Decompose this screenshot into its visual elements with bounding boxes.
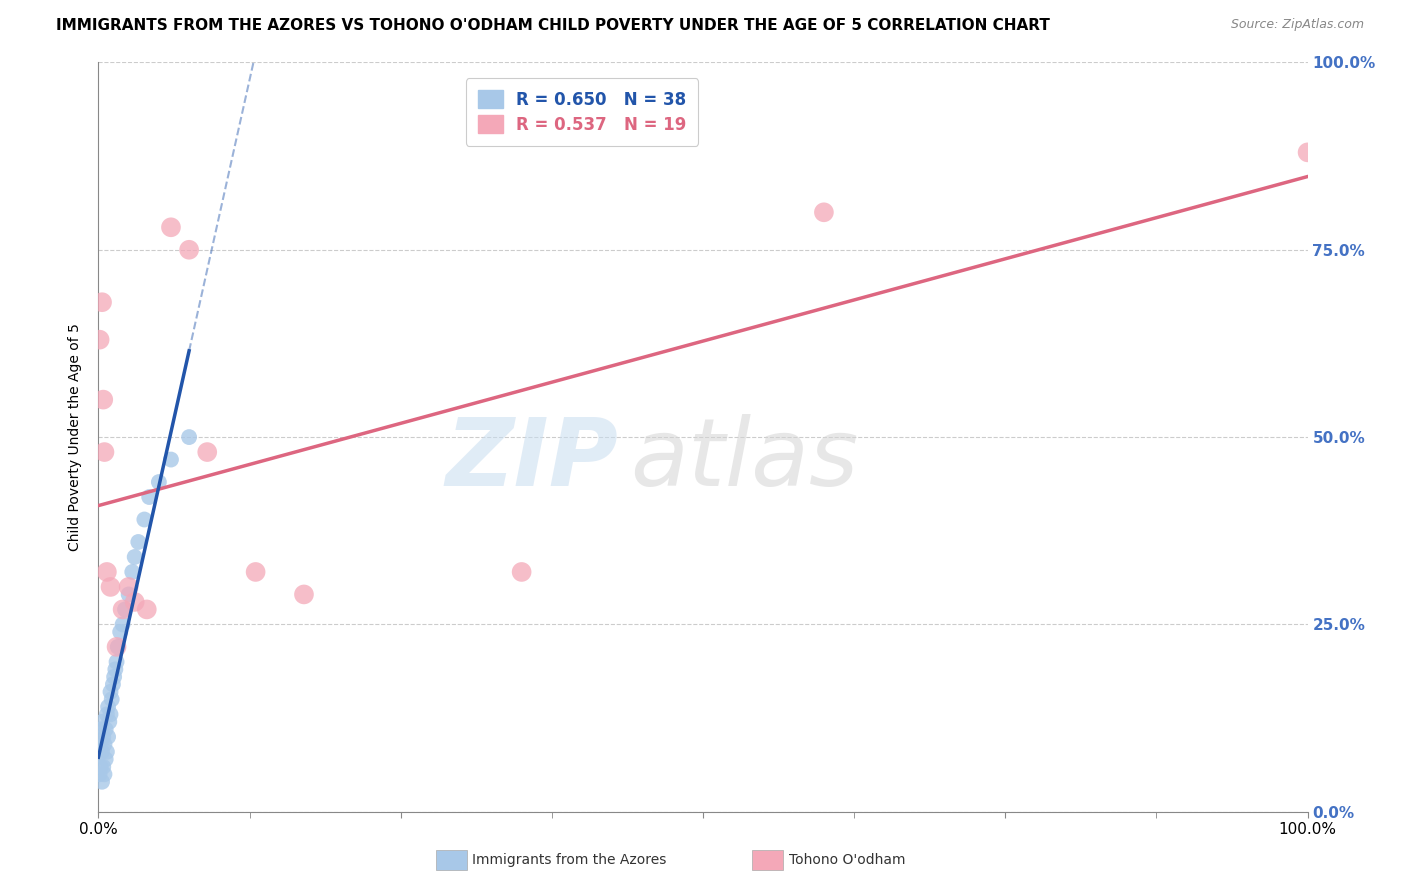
Point	[114, 602, 136, 616]
Point	[195, 445, 218, 459]
Point	[91, 730, 114, 744]
Point	[100, 707, 122, 722]
Point	[93, 737, 115, 751]
Point	[813, 205, 835, 219]
Point	[179, 243, 201, 257]
Point	[97, 699, 120, 714]
Point	[89, 333, 111, 347]
Y-axis label: Child Poverty Under the Age of 5: Child Poverty Under the Age of 5	[69, 323, 83, 551]
Point	[1296, 145, 1319, 160]
Point	[94, 752, 117, 766]
Point	[111, 602, 134, 616]
Point	[148, 475, 170, 489]
Point	[118, 587, 141, 601]
Point	[91, 714, 114, 729]
Point	[510, 565, 533, 579]
Point	[103, 670, 125, 684]
Point	[89, 767, 111, 781]
Legend: R = 0.650   N = 38, R = 0.537   N = 19: R = 0.650 N = 38, R = 0.537 N = 19	[465, 78, 699, 145]
Point	[91, 774, 114, 789]
Point	[245, 565, 267, 579]
Point	[100, 580, 122, 594]
Point	[124, 595, 146, 609]
Point	[90, 723, 112, 737]
Point	[91, 745, 114, 759]
Point	[101, 677, 124, 691]
Text: Immigrants from the Azores: Immigrants from the Azores	[472, 853, 666, 867]
Point	[91, 392, 114, 407]
Point	[121, 565, 143, 579]
Text: atlas: atlas	[630, 414, 859, 505]
Point	[135, 602, 157, 616]
Point	[160, 220, 183, 235]
Text: ZIP: ZIP	[446, 414, 619, 506]
Point	[97, 730, 120, 744]
Point	[111, 617, 134, 632]
Point	[292, 587, 315, 601]
Point	[98, 714, 121, 729]
Point	[118, 580, 141, 594]
Point	[96, 745, 118, 759]
Point	[160, 452, 183, 467]
Point	[134, 512, 156, 526]
Point	[90, 760, 112, 774]
Point	[100, 685, 122, 699]
Point	[107, 640, 129, 654]
Point	[105, 640, 128, 654]
Point	[96, 707, 118, 722]
Point	[93, 767, 115, 781]
Text: Tohono O'odham: Tohono O'odham	[789, 853, 905, 867]
Text: IMMIGRANTS FROM THE AZORES VS TOHONO O'ODHAM CHILD POVERTY UNDER THE AGE OF 5 CO: IMMIGRANTS FROM THE AZORES VS TOHONO O'O…	[56, 18, 1050, 33]
Point	[124, 549, 146, 564]
Point	[100, 692, 122, 706]
Point	[93, 445, 115, 459]
Point	[89, 737, 111, 751]
Point	[138, 490, 160, 504]
Point	[105, 655, 128, 669]
Point	[96, 565, 118, 579]
Point	[179, 430, 201, 444]
Point	[91, 760, 114, 774]
Point	[91, 295, 114, 310]
Point	[127, 535, 149, 549]
Text: Source: ZipAtlas.com: Source: ZipAtlas.com	[1230, 18, 1364, 31]
Point	[104, 662, 127, 676]
Point	[108, 624, 131, 639]
Point	[94, 723, 117, 737]
